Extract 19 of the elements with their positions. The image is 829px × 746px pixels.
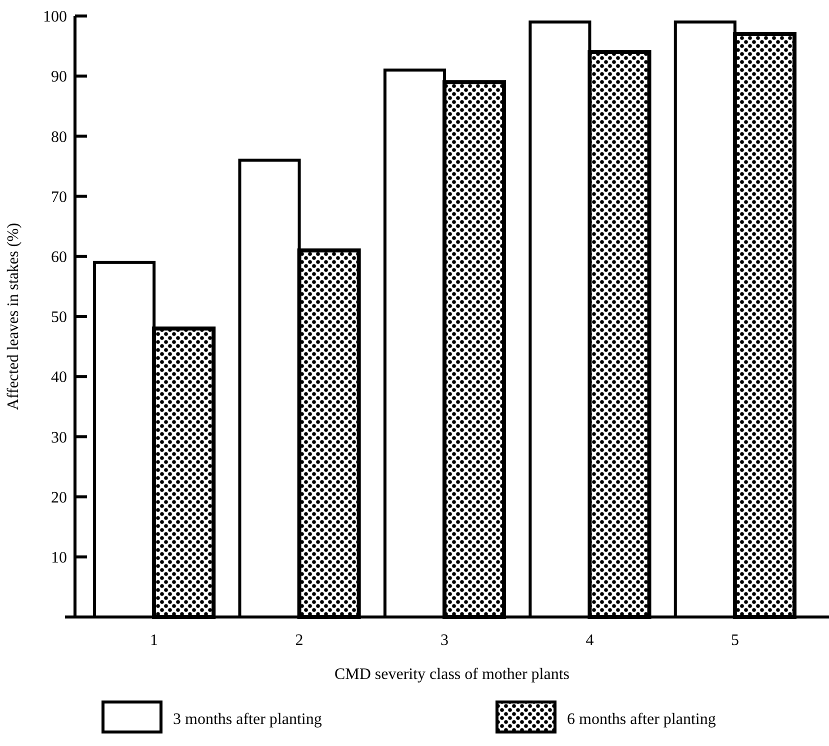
y-tick-label: 80 <box>51 128 67 146</box>
x-axis-title: CMD severity class of mother plants <box>334 666 570 683</box>
y-tick-label: 10 <box>51 550 67 566</box>
x-tick-label: 3 <box>440 632 448 649</box>
x-tick-label: 2 <box>295 632 304 649</box>
x-tick-label: 1 <box>150 632 158 649</box>
y-tick-label: 90 <box>51 68 67 86</box>
x-tick-label: 4 <box>586 632 594 649</box>
legend-label: 3 months after planting <box>173 711 322 728</box>
y-tick-label: 30 <box>51 429 67 446</box>
y-tick-label: 40 <box>51 369 67 386</box>
x-tick-label: 5 <box>730 632 739 649</box>
y-tick-label: 20 <box>51 489 67 506</box>
y-tick-label: 50 <box>51 309 67 326</box>
y-tick-label: 70 <box>51 188 67 206</box>
legend-label: 6 months after planting <box>567 711 716 728</box>
y-axis-title: Affected leaves in stakes (%) <box>5 222 22 410</box>
y-tick-label: 60 <box>51 249 67 266</box>
y-tick-label: 100 <box>43 8 67 26</box>
